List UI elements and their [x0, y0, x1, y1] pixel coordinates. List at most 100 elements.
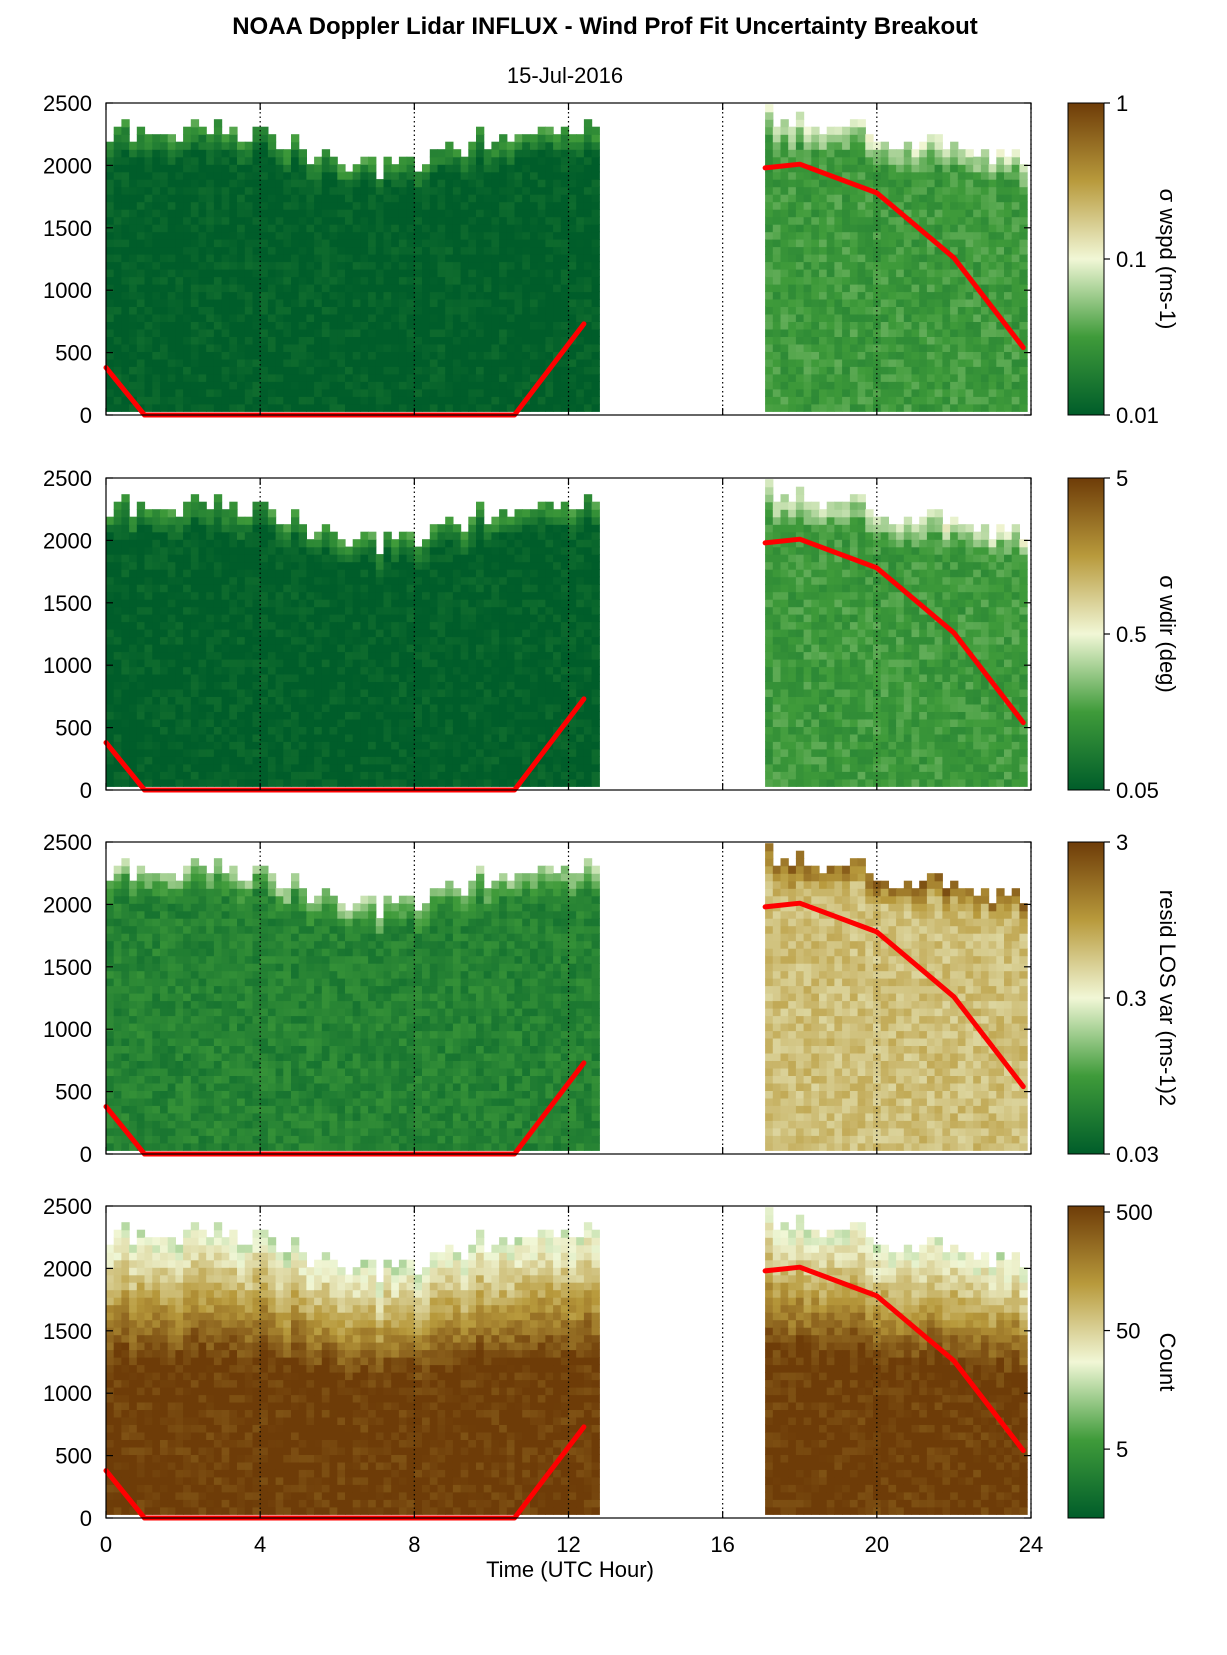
heatmap-cell	[988, 179, 997, 188]
heatmap-cell	[445, 149, 454, 158]
heatmap-cell	[950, 276, 959, 285]
heatmap-cell	[980, 246, 990, 255]
heatmap-cell	[1019, 336, 1028, 345]
heatmap-cell	[811, 141, 820, 150]
heatmap-cell	[267, 703, 277, 712]
heatmap-cell	[321, 546, 331, 555]
heatmap-cell	[780, 194, 789, 203]
heatmap-cell	[919, 149, 928, 158]
heatmap-cell	[206, 591, 215, 600]
heatmap-cell	[560, 149, 570, 158]
heatmap-cell	[429, 269, 439, 278]
heatmap-cell	[919, 358, 928, 367]
heatmap-cell	[391, 396, 400, 405]
heatmap-cell	[375, 576, 385, 585]
heatmap-cell	[803, 246, 812, 255]
heatmap-cell	[283, 209, 292, 218]
heatmap-cell	[229, 688, 238, 697]
heatmap-cell	[1011, 343, 1020, 352]
heatmap-cell	[237, 741, 246, 750]
heatmap-cell	[113, 269, 122, 278]
heatmap-cell	[160, 156, 169, 165]
heatmap-cell	[121, 336, 130, 345]
heatmap-cell	[291, 328, 300, 337]
heatmap-cell	[136, 554, 146, 563]
heatmap-cell	[136, 328, 146, 337]
heatmap-cell	[483, 201, 492, 210]
heatmap-cell	[973, 261, 982, 270]
heatmap-cell	[1011, 403, 1020, 412]
heatmap-cell	[221, 584, 230, 593]
heatmap-cell	[121, 733, 130, 742]
heatmap-cell	[375, 284, 385, 293]
heatmap-cell	[819, 179, 828, 188]
heatmap-cell	[414, 246, 423, 255]
heatmap-cell	[942, 351, 951, 360]
heatmap-cell	[275, 718, 284, 727]
heatmap-cell	[553, 141, 562, 150]
heatmap-cell	[213, 209, 223, 218]
heatmap-cell	[842, 328, 851, 337]
heatmap-cell	[106, 659, 115, 668]
heatmap-cell	[314, 531, 323, 540]
heatmap-cell	[383, 778, 392, 787]
heatmap-cell	[229, 516, 238, 525]
heatmap-cell	[391, 673, 400, 682]
heatmap-cell	[568, 186, 577, 195]
heatmap-cell	[406, 321, 415, 330]
heatmap-cell	[160, 171, 169, 180]
heatmap-cell	[368, 576, 377, 585]
heatmap-cell	[121, 261, 130, 270]
heatmap-cell	[772, 313, 782, 322]
heatmap-cell	[244, 179, 254, 188]
heatmap-cell	[911, 403, 920, 412]
heatmap-cell	[113, 673, 122, 682]
heatmap-cell	[136, 209, 146, 218]
heatmap-cell	[360, 778, 369, 787]
heatmap-cell	[819, 306, 828, 315]
heatmap-cell	[795, 284, 805, 293]
heatmap-cell	[267, 621, 277, 630]
heatmap-cell	[298, 756, 307, 765]
heatmap-cell	[229, 351, 238, 360]
heatmap-cell	[398, 179, 408, 188]
heatmap-cell	[283, 381, 292, 390]
heatmap-cell	[175, 336, 184, 345]
heatmap-cell	[113, 164, 122, 173]
heatmap-cell	[136, 584, 146, 593]
heatmap-cell	[252, 666, 261, 675]
heatmap-cell	[291, 703, 300, 712]
heatmap-cell	[1011, 373, 1020, 382]
heatmap-cell	[772, 366, 782, 375]
heatmap-cell	[244, 343, 254, 352]
heatmap-cell	[213, 388, 223, 397]
heatmap-cell	[306, 216, 315, 225]
heatmap-cell	[229, 771, 238, 780]
heatmap-cell	[213, 531, 223, 540]
heatmap-cell	[206, 186, 215, 195]
heatmap-cell	[476, 254, 485, 263]
heatmap-cell	[537, 366, 546, 375]
heatmap-cell	[591, 216, 600, 225]
heatmap-cell	[229, 636, 238, 645]
heatmap-cell	[795, 343, 805, 352]
heatmap-cell	[476, 284, 485, 293]
heatmap-cell	[398, 673, 408, 682]
heatmap-cell	[826, 269, 835, 278]
heatmap-cell	[221, 388, 230, 397]
heatmap-cell	[537, 246, 546, 255]
heatmap-cell	[291, 516, 300, 525]
heatmap-cell	[283, 771, 292, 780]
heatmap-cell	[106, 778, 115, 787]
heatmap-cell	[383, 741, 392, 750]
heatmap-cell	[229, 164, 238, 173]
heatmap-cell	[267, 343, 277, 352]
heatmap-cell	[267, 179, 277, 188]
heatmap-cell	[957, 373, 967, 382]
heatmap-cell	[437, 179, 446, 188]
heatmap-cell	[583, 231, 593, 240]
heatmap-cell	[375, 321, 385, 330]
heatmap-cell	[452, 336, 462, 345]
heatmap-cell	[391, 321, 400, 330]
heatmap-cell	[811, 276, 820, 285]
